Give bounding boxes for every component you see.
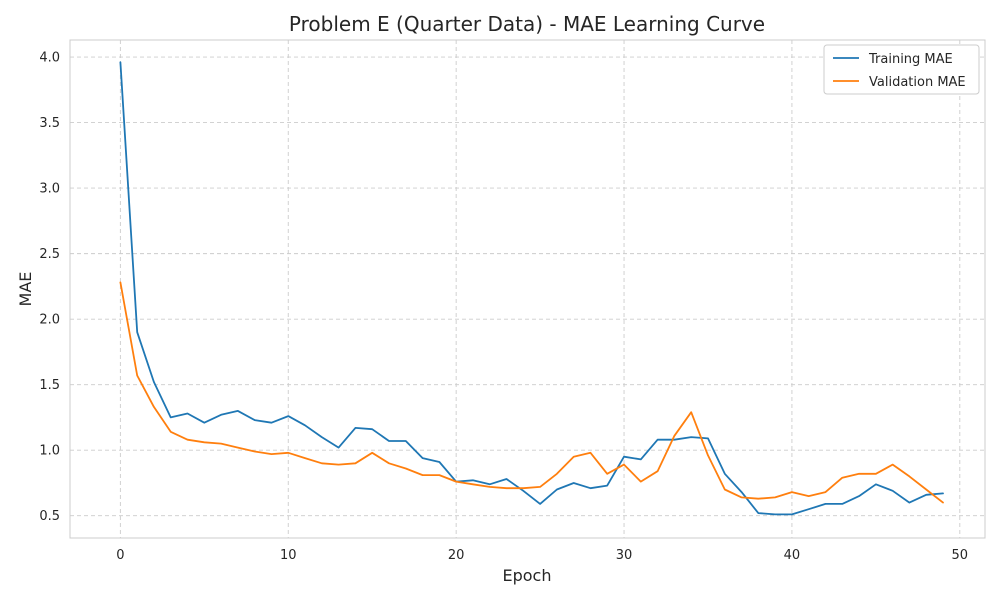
x-tick-label: 50 (952, 548, 969, 563)
y-tick-label: 3.5 (39, 116, 60, 131)
plot-area (70, 40, 985, 538)
grid (70, 40, 985, 538)
y-tick-label: 2.5 (39, 247, 60, 262)
chart-title: Problem E (Quarter Data) - MAE Learning … (289, 12, 765, 36)
y-tick-label: 4.0 (39, 51, 60, 66)
series-layer (119, 61, 944, 516)
y-axis-ticks: 0.5 1.0 1.5 2.0 2.5 3.0 3.5 4.0 (39, 51, 60, 525)
y-tick-label: 1.0 (39, 444, 60, 459)
x-tick-label: 30 (616, 548, 633, 563)
x-tick-label: 0 (116, 548, 124, 563)
legend: Training MAE Validation MAE (823, 44, 980, 95)
plot-frame (69, 39, 986, 539)
y-tick-label: 3.0 (39, 182, 60, 197)
legend-box (823, 44, 980, 95)
y-tick-label: 2.0 (39, 313, 60, 328)
x-tick-label: 20 (448, 548, 465, 563)
y-axis-title: MAE (16, 272, 35, 307)
x-axis-title: Epoch (503, 566, 552, 585)
series-line-validation-mae (119, 281, 944, 504)
legend-label-validation: Validation MAE (869, 75, 966, 90)
series-line-training-mae (119, 61, 944, 516)
x-tick-label: 10 (280, 548, 297, 563)
legend-label-training: Training MAE (868, 52, 953, 67)
x-axis-ticks: 0 10 20 30 40 50 (116, 548, 968, 563)
x-tick-label: 40 (784, 548, 801, 563)
y-tick-label: 1.5 (39, 378, 60, 393)
y-tick-label: 0.5 (39, 509, 60, 524)
